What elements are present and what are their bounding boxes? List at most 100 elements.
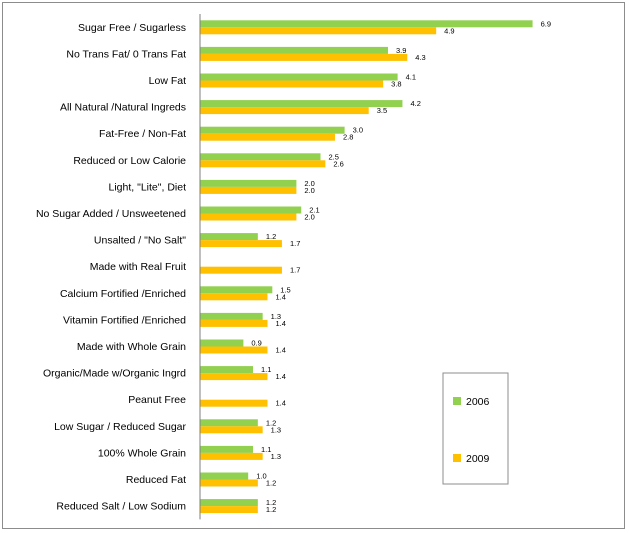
legend-label-2009: 2009 [466,453,490,465]
value-label-2009-calcium-fortified-enriched: 1.4 [275,292,285,301]
value-label-2009-unsalted-no-salt: 1.7 [290,239,300,248]
value-label-2009-reduced-salt-low-sodium: 1.2 [266,505,276,514]
bar-2006-reduced-salt-low-sodium [200,499,258,507]
bar-2006-no-trans-fat-0-trans-fat [200,46,388,54]
value-label-2009-no-trans-fat-0-trans-fat: 4.3 [415,53,425,62]
legend-box [442,372,509,485]
bar-2009-peanut-free [200,399,268,407]
value-label-2006-reduced-fat: 1.0 [256,472,266,481]
category-label-vitamin-fortified-enriched: Vitamin Fortified /Enriched [63,314,186,326]
value-label-2009-made-with-real-fruit: 1.7 [290,266,300,275]
chart-frame [2,2,625,529]
bars [200,20,533,514]
value-label-2006-low-sugar-reduced-sugar: 1.2 [266,418,276,427]
value-label-2009-vitamin-fortified-enriched: 1.4 [275,319,285,328]
bar-2009-reduced-or-low-calorie [200,160,326,168]
bar-2009-calcium-fortified-enriched [200,293,268,301]
legend-swatch-2006 [453,397,461,405]
value-label-2009-low-fat: 3.8 [391,80,401,89]
bar-2009-fat-free-non-fat [200,133,335,141]
value-label-2006-light-lite-diet: 2.0 [304,179,314,188]
category-label-made-with-whole-grain: Made with Whole Grain [77,341,186,353]
value-label-2006-calcium-fortified-enriched: 1.5 [280,285,290,294]
value-label-2009-all-natural-natural-ingreds: 3.5 [377,106,387,115]
value-label-2009-light-lite-diet: 2.0 [304,186,314,195]
category-label-100-whole-grain: 100% Whole Grain [98,447,186,459]
category-label-low-sugar-reduced-sugar: Low Sugar / Reduced Sugar [54,421,186,433]
value-label-2009-fat-free-non-fat: 2.8 [343,133,353,142]
category-label-peanut-free: Peanut Free [128,394,186,406]
category-label-reduced-salt-low-sodium: Reduced Salt / Low Sodium [56,501,186,513]
legend-swatch-2009 [453,454,461,462]
value-label-2009-reduced-or-low-calorie: 2.6 [333,159,343,168]
value-label-2006-100-whole-grain: 1.1 [261,445,271,454]
value-label-2009-low-sugar-reduced-sugar: 1.3 [271,425,281,434]
value-label-2009-100-whole-grain: 1.3 [271,452,281,461]
bar-2006-reduced-fat [200,472,249,480]
bar-2006-fat-free-non-fat [200,126,345,134]
value-label-2006-organic-made-w-organic-ingrd: 1.1 [261,365,271,374]
bar-2006-sugar-free-sugarless [200,20,533,28]
value-label-2006-fat-free-non-fat: 3.0 [353,126,363,135]
bar-2006-light-lite-diet [200,179,297,187]
bar-2009-reduced-fat [200,479,258,487]
bar-2006-100-whole-grain [200,445,254,453]
bar-2009-organic-made-w-organic-ingrd [200,373,268,381]
bar-2009-low-sugar-reduced-sugar [200,426,263,434]
legend-label-2006: 2006 [466,396,490,408]
bar-2009-no-trans-fat-0-trans-fat [200,53,408,61]
category-label-low-fat: Low Fat [149,75,186,87]
bar-2006-low-sugar-reduced-sugar [200,419,258,427]
category-label-organic-made-w-organic-ingrd: Organic/Made w/Organic Ingrd [43,368,186,380]
bar-2009-made-with-whole-grain [200,346,268,354]
value-label-2006-reduced-or-low-calorie: 2.5 [329,152,339,161]
category-labels: Sugar Free / Sugarless No Trans Fat/ 0 Tr… [36,22,187,513]
category-label-reduced-or-low-calorie: Reduced or Low Calorie [73,155,186,167]
value-label-2006-no-trans-fat-0-trans-fat: 3.9 [396,46,406,55]
value-label-2006-all-natural-natural-ingreds: 4.2 [410,99,420,108]
bar-2009-vitamin-fortified-enriched [200,319,268,327]
category-label-sugar-free-sugarless: Sugar Free / Sugarless [78,22,186,34]
category-label-all-natural-natural-ingreds: All Natural /Natural Ingreds [60,102,186,114]
bar-2006-low-fat [200,73,398,81]
value-label-2006-reduced-salt-low-sodium: 1.2 [266,498,276,507]
bar-2006-all-natural-natural-ingreds [200,100,403,108]
value-labels: 6.94.93.94.34.13.84.23.53.02.82.52.62.02… [251,19,551,514]
bar-2009-reduced-salt-low-sodium [200,506,258,514]
value-label-2009-sugar-free-sugarless: 4.9 [444,26,454,35]
bar-2009-all-natural-natural-ingreds [200,107,369,115]
bar-2006-unsalted-no-salt [200,233,258,241]
bar-2009-100-whole-grain [200,452,263,460]
category-label-fat-free-non-fat: Fat-Free / Non-Fat [99,128,186,140]
bar-2009-light-lite-diet [200,186,297,194]
category-label-reduced-fat: Reduced Fat [126,474,186,486]
bar-2009-made-with-real-fruit [200,266,282,274]
value-label-2006-low-fat: 4.1 [406,73,416,82]
category-label-calcium-fortified-enriched: Calcium Fortified /Enriched [60,288,186,300]
value-label-2009-organic-made-w-organic-ingrd: 1.4 [275,372,285,381]
category-label-made-with-real-fruit: Made with Real Fruit [90,261,186,273]
bar-2009-no-sugar-added-unsweetened [200,213,297,221]
bar-2006-reduced-or-low-calorie [200,153,321,161]
value-label-2006-made-with-whole-grain: 0.9 [251,339,261,348]
bar-2006-no-sugar-added-unsweetened [200,206,302,214]
bar-2006-organic-made-w-organic-ingrd [200,366,254,374]
value-label-2006-vitamin-fortified-enriched: 1.3 [271,312,281,321]
legend: 2006 2009 [442,372,509,485]
value-label-2006-sugar-free-sugarless: 6.9 [541,19,551,28]
value-label-2006-unsalted-no-salt: 1.2 [266,232,276,241]
bar-2006-calcium-fortified-enriched [200,286,273,294]
value-label-2009-reduced-fat: 1.2 [266,479,276,488]
value-label-2009-peanut-free: 1.4 [275,399,285,408]
category-label-no-sugar-added-unsweetened: No Sugar Added / Unsweetened [36,208,186,220]
category-label-no-trans-fat-0-trans-fat: No Trans Fat/ 0 Trans Fat [66,48,186,60]
value-label-2009-no-sugar-added-unsweetened: 2.0 [304,213,314,222]
bar-2009-sugar-free-sugarless [200,27,437,35]
value-label-2006-no-sugar-added-unsweetened: 2.1 [309,206,319,215]
value-label-2009-made-with-whole-grain: 1.4 [275,346,285,355]
category-label-unsalted-no-salt: Unsalted / "No Salt" [94,235,186,247]
bar-2009-unsalted-no-salt [200,240,282,248]
bar-2009-low-fat [200,80,384,88]
bar-2006-vitamin-fortified-enriched [200,312,263,320]
